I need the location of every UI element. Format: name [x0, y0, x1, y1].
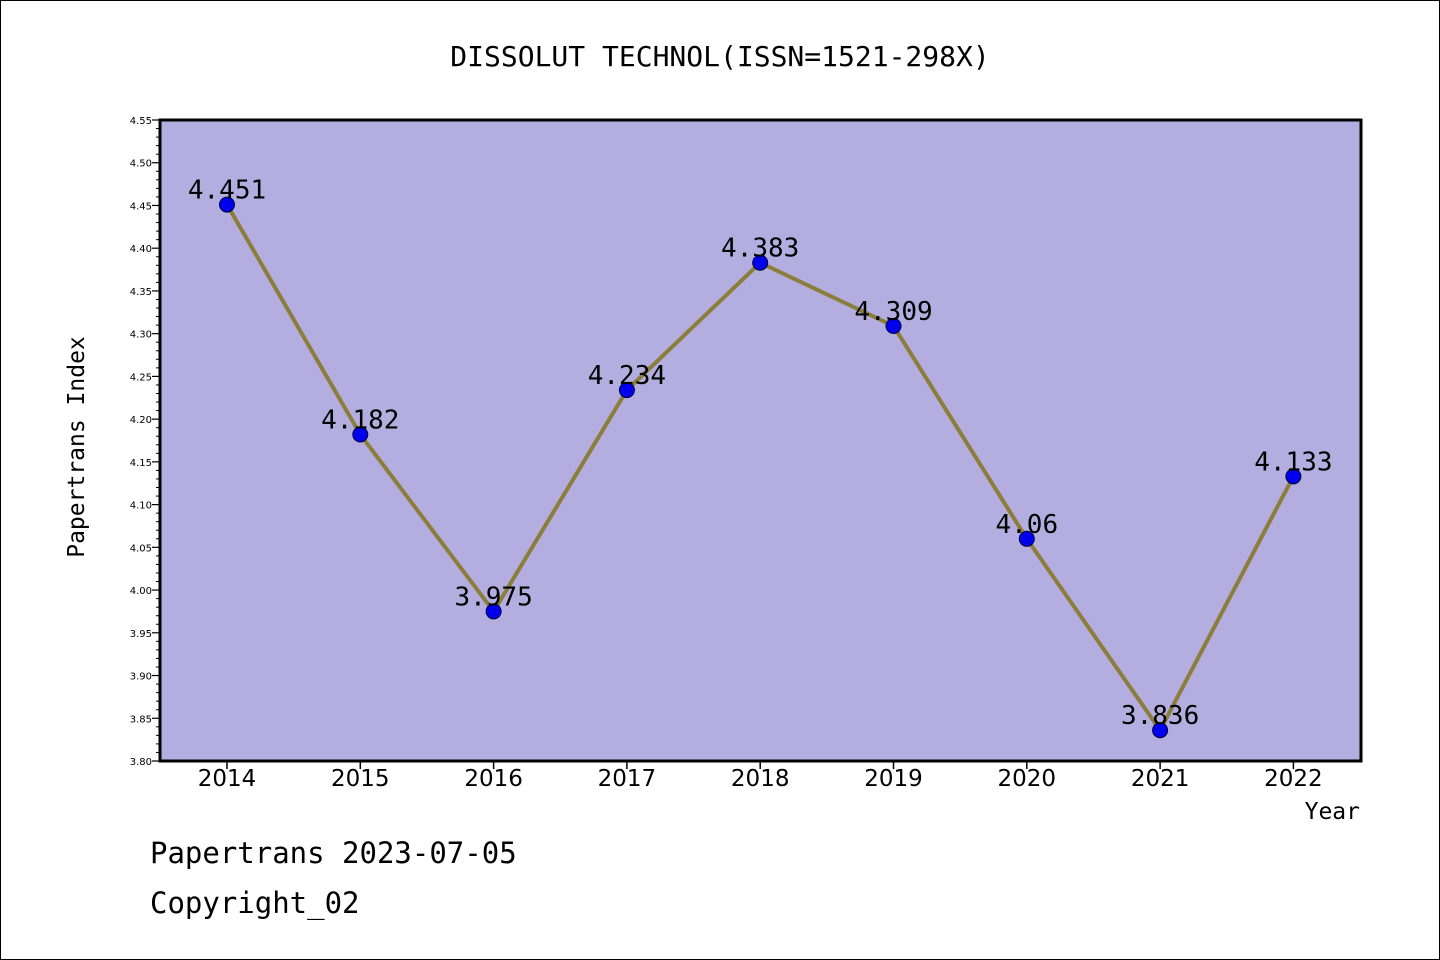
data-label: 4.06 — [995, 510, 1058, 540]
x-axis: 2014 2015 2016 2017 2018 2019 2020 2021 2022 — [198, 761, 1323, 792]
data-point — [485, 603, 502, 620]
y-tick-label: 4.55 — [130, 116, 152, 127]
data-label: 4.234 — [588, 361, 666, 391]
data-label: 3.836 — [1121, 701, 1199, 731]
y-tick-label: 4.35 — [130, 287, 152, 298]
data-label: 4.182 — [321, 406, 399, 436]
data-point — [618, 382, 635, 399]
x-tick-label: 2015 — [331, 766, 390, 792]
y-tick-label: 4.30 — [130, 330, 152, 341]
y-tick-label: 4.10 — [130, 501, 152, 512]
data-point — [1285, 468, 1302, 485]
y-tick-label: 4.50 — [130, 159, 152, 170]
y-tick-label: 4.20 — [130, 415, 152, 426]
x-tick-label: 2019 — [864, 766, 923, 792]
x-tick-label: 2016 — [464, 766, 523, 792]
y-tick-label: 4.15 — [130, 458, 152, 469]
data-label: 4.383 — [721, 234, 799, 264]
y-tick-label: 4.25 — [130, 372, 152, 383]
y-tick-label: 4.40 — [130, 244, 152, 255]
data-point — [352, 426, 369, 443]
y-axis: 3.80 3.85 3.90 3.95 4.00 4.05 4.10 4.15 4.20 4.25… — [130, 116, 160, 768]
data-point — [752, 254, 769, 271]
y-tick-label: 3.95 — [130, 629, 152, 640]
footer-date-line: Papertrans 2023-07-05 — [150, 836, 517, 870]
data-label: 4.309 — [854, 297, 932, 327]
x-axis-title: Year — [1305, 799, 1360, 825]
data-label: 4.451 — [188, 176, 266, 206]
y-tick-label: 3.80 — [130, 757, 152, 768]
y-tick-label: 4.45 — [130, 201, 152, 212]
x-tick-label: 2018 — [731, 766, 790, 792]
x-tick-label: 2014 — [198, 766, 257, 792]
data-label: 3.975 — [454, 582, 532, 612]
data-point — [1018, 530, 1035, 547]
data-markers — [219, 196, 1302, 739]
y-tick-label: 4.05 — [130, 543, 152, 554]
plot-area — [158, 118, 1363, 763]
data-point — [885, 317, 902, 334]
y-tick-label: 3.85 — [130, 714, 152, 725]
footer-copyright-line: Copyright_02 — [150, 886, 360, 920]
data-labels: 4.451 4.182 3.975 4.234 4.383 4.309 4.06 3.836 4… — [188, 176, 1333, 732]
data-point — [1152, 722, 1169, 739]
data-label: 4.133 — [1254, 447, 1332, 477]
y-axis-title: Papertrans Index — [64, 336, 90, 558]
x-tick-label: 2017 — [598, 766, 657, 792]
data-point — [219, 196, 235, 213]
chart-title: DISSOLUT TECHNOL(ISSN=1521-298X) — [450, 40, 989, 73]
y-tick-label: 4.00 — [130, 586, 152, 597]
y-tick-label: 3.90 — [130, 672, 152, 683]
x-tick-label: 2020 — [998, 766, 1057, 792]
x-tick-label: 2022 — [1264, 766, 1323, 792]
x-tick-label: 2021 — [1131, 766, 1190, 792]
